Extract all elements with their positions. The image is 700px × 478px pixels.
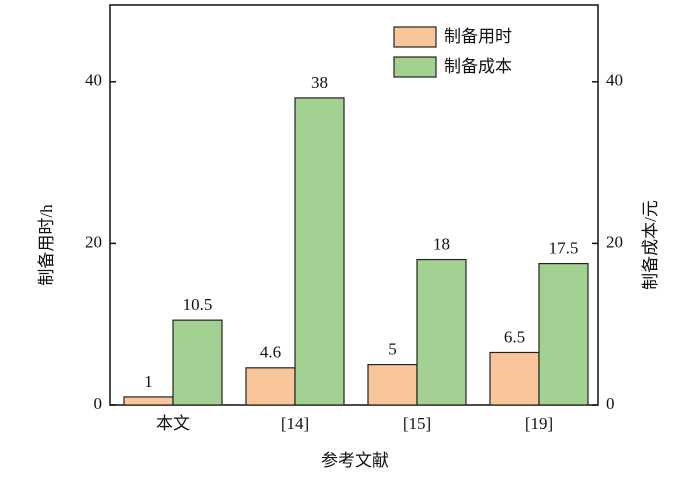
y-tick-label: 0: [94, 394, 103, 413]
y2-tick-label: 40: [606, 71, 623, 90]
bar: [538, 262, 589, 406]
bar: [294, 97, 345, 406]
x-tick-label: 本文: [156, 414, 190, 433]
x-tick-label: [14]: [281, 414, 309, 433]
legend-swatch: [393, 26, 437, 48]
bar: [123, 396, 174, 406]
y2-tick-label: 0: [606, 394, 615, 413]
x-axis-label: 参考文献: [321, 451, 389, 470]
bar: [416, 258, 467, 406]
bar: [489, 351, 540, 406]
data-label: 5: [388, 340, 397, 359]
y2-tick-label: 20: [606, 232, 623, 251]
bar: [367, 363, 418, 406]
legend-swatch: [393, 56, 437, 78]
data-label: 18: [433, 234, 450, 253]
x-tick-label: [15]: [403, 414, 431, 433]
data-label: 4.6: [260, 343, 281, 362]
x-tick-label: [19]: [525, 414, 553, 433]
data-label: 6.5: [504, 327, 525, 346]
bar: [245, 367, 296, 406]
y-tick-label: 40: [85, 71, 102, 90]
data-label: 1: [144, 372, 153, 391]
data-label: 17.5: [549, 238, 579, 257]
legend-label: 制备用时: [444, 27, 512, 46]
plot-frame: [109, 4, 599, 406]
data-label: 10.5: [183, 295, 213, 314]
legend-label: 制备成本: [444, 57, 512, 76]
y-axis-label: 制备用时/h: [37, 204, 56, 286]
data-label: 38: [311, 73, 328, 92]
bar: [172, 319, 223, 406]
y-tick-label: 20: [85, 232, 102, 251]
y2-axis-label: 制备成本/元: [641, 200, 660, 290]
